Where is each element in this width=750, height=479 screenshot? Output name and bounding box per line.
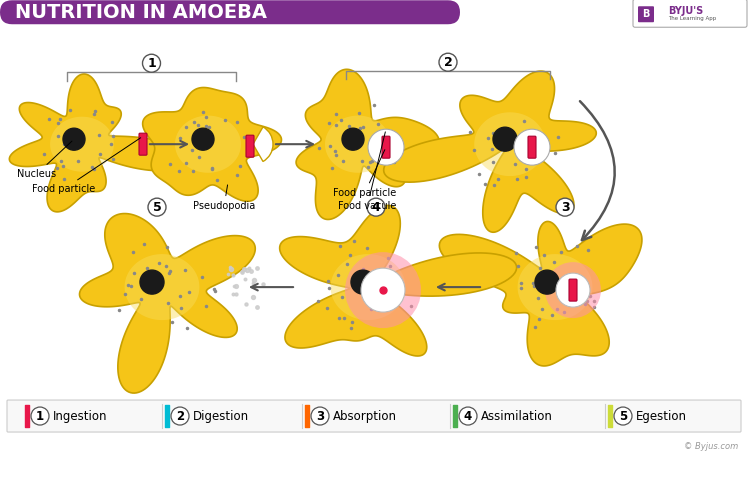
Polygon shape [142,88,281,201]
Circle shape [493,127,517,151]
Polygon shape [384,71,596,232]
Polygon shape [331,254,406,320]
Polygon shape [296,69,440,219]
Text: Food vacule: Food vacule [338,132,396,211]
Circle shape [351,270,375,294]
Circle shape [368,129,404,165]
Circle shape [171,407,189,425]
Polygon shape [518,254,593,320]
Text: BYJU'S: BYJU'S [668,6,704,16]
Circle shape [311,407,329,425]
Text: Food particle: Food particle [333,150,396,198]
Circle shape [556,273,590,307]
Polygon shape [440,221,642,366]
Circle shape [342,128,364,150]
Text: 1: 1 [147,57,156,70]
FancyBboxPatch shape [638,6,654,22]
Text: The Learning App: The Learning App [668,16,716,21]
Text: Absorption: Absorption [333,410,397,422]
Circle shape [439,53,457,71]
Circle shape [545,262,601,318]
Circle shape [556,198,574,216]
FancyBboxPatch shape [0,0,460,24]
Text: Pseudopodia: Pseudopodia [193,185,255,211]
Polygon shape [80,214,255,393]
Circle shape [142,54,160,72]
Wedge shape [253,127,273,161]
Text: Assimilation: Assimilation [481,410,553,422]
FancyBboxPatch shape [246,135,254,157]
Text: Ingestion: Ingestion [53,410,107,422]
Circle shape [148,198,166,216]
Text: Egestion: Egestion [636,410,687,422]
Polygon shape [50,117,114,171]
FancyBboxPatch shape [528,136,536,158]
Circle shape [367,198,385,216]
Text: 5: 5 [619,410,627,422]
Polygon shape [9,74,188,212]
Text: © Byjus.com: © Byjus.com [684,442,738,451]
Circle shape [514,129,550,165]
Text: 2: 2 [176,410,184,422]
Polygon shape [474,112,546,176]
FancyBboxPatch shape [139,133,147,155]
Circle shape [459,407,477,425]
Circle shape [535,270,559,294]
Text: Food particle: Food particle [32,138,141,194]
Circle shape [63,128,85,150]
Text: 5: 5 [153,201,161,214]
Text: Digestion: Digestion [193,410,249,422]
Text: 2: 2 [444,56,452,68]
Circle shape [614,407,632,425]
FancyBboxPatch shape [7,400,741,432]
Polygon shape [175,115,241,173]
Circle shape [361,268,405,312]
Text: 4: 4 [464,410,472,422]
FancyBboxPatch shape [633,0,747,27]
Polygon shape [124,254,200,320]
Circle shape [140,270,164,294]
Circle shape [345,252,421,328]
Circle shape [31,407,49,425]
Circle shape [192,128,214,150]
Text: B: B [642,9,650,19]
Text: 3: 3 [561,201,569,214]
Text: 3: 3 [316,410,324,422]
Text: 4: 4 [372,201,380,214]
Text: 1: 1 [36,410,44,422]
FancyBboxPatch shape [569,279,577,301]
Polygon shape [280,205,517,356]
Text: Nucleus: Nucleus [17,141,72,179]
Polygon shape [325,115,391,173]
FancyBboxPatch shape [382,136,390,158]
Text: NUTRITION IN AMOEBA: NUTRITION IN AMOEBA [15,3,267,22]
